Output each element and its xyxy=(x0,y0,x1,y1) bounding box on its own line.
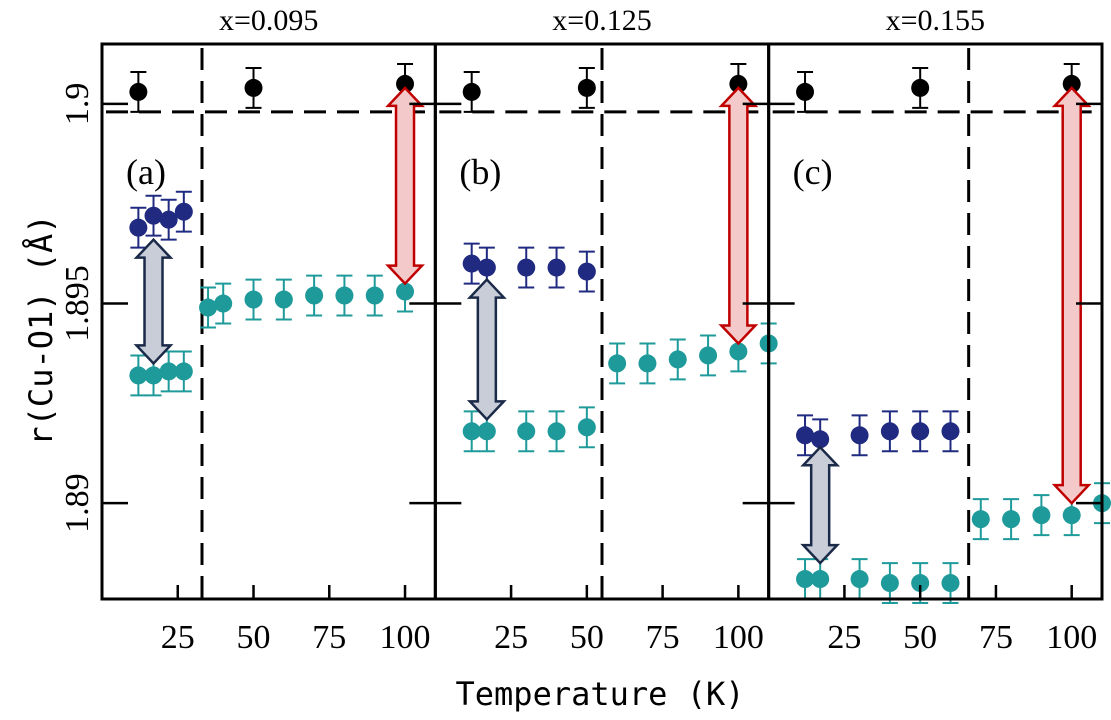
lower-point xyxy=(244,290,263,309)
reference-point xyxy=(729,74,748,93)
panel-3: x=0.155 (c) 25 50 75 100 xyxy=(767,4,1111,656)
panel-letter: (a) xyxy=(126,152,166,192)
upper-point xyxy=(796,426,815,445)
lower-point xyxy=(577,418,596,437)
red-double-arrow xyxy=(1051,86,1092,505)
lower-point xyxy=(365,286,384,305)
lower-point xyxy=(1032,506,1051,525)
lower-point xyxy=(274,290,293,309)
lower-point xyxy=(971,510,990,529)
x-tick-label: 75 xyxy=(312,619,346,656)
upper-point xyxy=(547,258,566,277)
lower-point xyxy=(214,294,233,313)
panel-frame xyxy=(767,42,1104,601)
reference-point xyxy=(244,78,263,97)
y-tick-label: 1.89 xyxy=(59,473,96,533)
panel-2: x=0.125 (b) 25 50 75 100 xyxy=(433,4,778,656)
upper-point xyxy=(477,258,496,277)
lower-point xyxy=(668,350,687,369)
upper-point xyxy=(811,430,830,449)
red-double-arrow xyxy=(385,86,425,286)
gray-double-arrow xyxy=(133,237,174,366)
x-tick-label: 100 xyxy=(713,619,764,656)
lower-point xyxy=(517,422,536,441)
lower-point xyxy=(729,342,748,361)
reference-point xyxy=(129,82,148,101)
lower-point xyxy=(159,362,178,381)
reference-point xyxy=(462,82,481,101)
gray-double-arrow xyxy=(466,277,507,422)
reference-point xyxy=(1062,74,1081,93)
upper-point xyxy=(462,254,481,273)
x-tick-label: 75 xyxy=(646,619,680,656)
upper-point xyxy=(577,262,596,281)
upper-point xyxy=(880,422,899,441)
lower-point xyxy=(129,366,148,385)
upper-point xyxy=(911,422,930,441)
x-tick-label: 25 xyxy=(161,619,195,656)
panel-letter: (c) xyxy=(793,152,833,192)
upper-point xyxy=(941,422,960,441)
lower-point xyxy=(850,570,869,589)
x-tick-label: 100 xyxy=(1046,619,1097,656)
panel-title: x=0.155 xyxy=(886,4,985,37)
x-tick-label: 25 xyxy=(494,619,528,656)
lower-point xyxy=(699,346,718,365)
panel-title: x=0.125 xyxy=(552,4,651,37)
panel-letter: (b) xyxy=(459,152,501,192)
upper-point xyxy=(159,210,178,229)
x-tick-label: 100 xyxy=(380,619,431,656)
upper-point xyxy=(129,218,148,237)
lower-point xyxy=(547,422,566,441)
lower-point xyxy=(335,286,354,305)
lower-point xyxy=(811,570,830,589)
lower-point xyxy=(911,574,930,593)
reference-point xyxy=(396,74,415,93)
lower-point xyxy=(174,362,193,381)
lower-point xyxy=(477,422,496,441)
upper-point xyxy=(174,202,193,221)
lower-point xyxy=(199,298,218,317)
x-axis-title: Temperature (K) xyxy=(456,675,745,713)
x-tick-label: 50 xyxy=(903,619,937,656)
gray-double-arrow xyxy=(800,445,841,565)
lower-point xyxy=(1062,506,1081,525)
lower-point xyxy=(880,574,899,593)
x-tick-label: 50 xyxy=(237,619,271,656)
lower-point xyxy=(144,366,163,385)
red-double-arrow xyxy=(718,86,759,346)
x-tick-label: 25 xyxy=(827,619,861,656)
y-tick-label: 1.895 xyxy=(59,265,96,342)
lower-point xyxy=(796,570,815,589)
lower-point xyxy=(305,286,324,305)
reference-point xyxy=(911,78,930,97)
lower-point xyxy=(638,354,657,373)
x-tick-label: 75 xyxy=(979,619,1013,656)
y-tick-label: 1.9 xyxy=(59,83,96,126)
reference-point xyxy=(796,82,815,101)
panel-1: x=0.095 (a) 25 50 75 100 xyxy=(100,4,437,656)
reference-point xyxy=(577,78,596,97)
lower-point xyxy=(462,422,481,441)
upper-point xyxy=(144,206,163,225)
panel-title: x=0.095 xyxy=(219,4,318,37)
lower-point xyxy=(608,354,627,373)
upper-point xyxy=(850,426,869,445)
upper-point xyxy=(517,258,536,277)
lower-point xyxy=(1002,510,1021,529)
x-tick-label: 50 xyxy=(570,619,604,656)
lower-point xyxy=(941,574,960,593)
lower-point xyxy=(396,282,415,301)
y-axis-title: r(Cu-O1) (Å) xyxy=(22,214,60,445)
